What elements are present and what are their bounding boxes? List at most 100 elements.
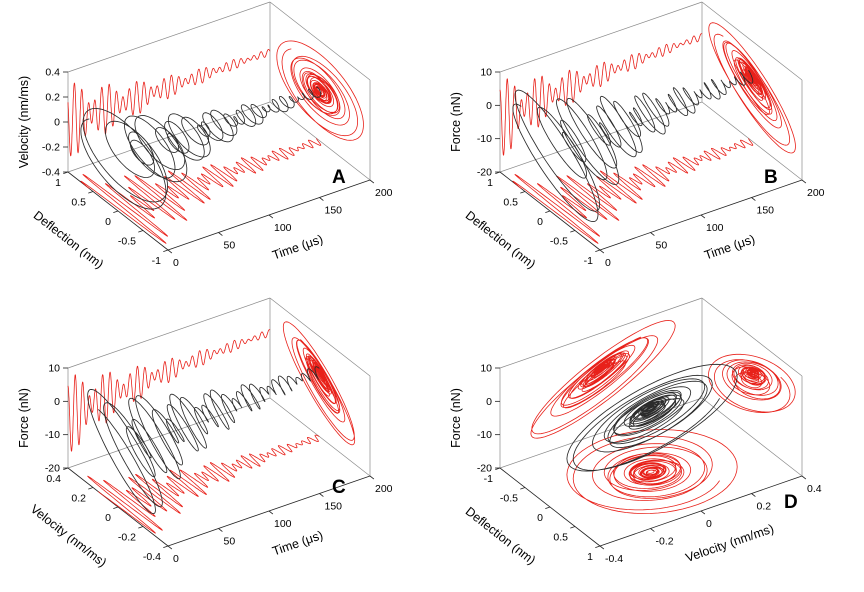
vertical-tick-label: 0	[486, 100, 492, 112]
plot-3d-force-deflection-velocity: 10 0 -10 -20-1 -0.5 0 0.5 1 -0.4 -0.2 0 0.2 0.4 Defle…	[449, 297, 822, 567]
right-axis-title: Time (μs)	[271, 232, 325, 262]
vertical-axis-title: Force (nN)	[17, 388, 31, 448]
vertical-tick-label: 10	[480, 67, 492, 79]
tick-marks-and-labels: 10 0 -10 -20-1 -0.5 0 0.5 1 -0.4 -0.2 0 0.2 0.4	[477, 363, 822, 566]
left-tick-label: 0.5	[71, 197, 86, 209]
panel-b: 10 0 -10 -20 1 0.5 0 -0.5 -1 0 50 100 150 200 Deflecti…	[432, 0, 864, 296]
vertical-tick-label: 10	[480, 363, 492, 375]
plot-3d-force-velocity-time: 100-10-200.40.20-0.2-0.4 050100150200Velo…	[17, 297, 393, 570]
tick-marks-and-labels: 0.4 0.2 0 -0.2 -0.41 0.5 0 -0.5 -1 0 50 100 150 200	[42, 67, 393, 270]
left-tick-label: 0	[537, 216, 543, 228]
trajectory-curve	[512, 69, 754, 223]
right-tick-label: 200	[375, 483, 393, 495]
right-tick-label: 0.2	[757, 501, 772, 513]
vertical-axis-title: Velocity (nm/ms)	[17, 76, 31, 168]
axis-titles: Velocity (nm/ms) Time (μs) Force (nN)	[17, 388, 325, 570]
right-tick-label: 200	[807, 187, 825, 199]
projection-curves	[67, 40, 364, 244]
right-axis-title: Time (μs)	[271, 528, 325, 558]
vertical-tick-label: -10	[477, 133, 492, 145]
projection-end-wall	[708, 22, 796, 154]
vertical-tick-label: -0.2	[42, 142, 60, 154]
vertical-tick-label: -10	[45, 429, 60, 441]
right-tick-label: 100	[274, 222, 292, 234]
left-axis-title: Deflection (nm)	[463, 208, 538, 271]
projection-floor	[80, 138, 322, 244]
projection-floor	[512, 138, 754, 244]
projection-curves	[499, 22, 796, 244]
right-axis-title: Velocity (nm/ms)	[684, 521, 776, 564]
vertical-tick-label: 0.2	[45, 92, 60, 104]
projection-floor	[566, 429, 738, 514]
vertical-tick-label: -20	[45, 463, 60, 475]
left-tick-label: 0.5	[503, 197, 518, 209]
right-tick-label: 0	[706, 518, 712, 530]
vertical-tick-label: -20	[477, 167, 492, 179]
vertical-tick-label: 0	[54, 117, 60, 129]
left-axis-title: Deflection (nm)	[31, 208, 106, 271]
panel-letter-a: A	[332, 167, 346, 188]
right-axis-title: Time (μs)	[703, 232, 757, 262]
left-tick-label: -1	[584, 255, 593, 267]
right-tick-label: 100	[706, 222, 724, 234]
right-tick-label: 0.4	[807, 483, 822, 495]
panel-letter-c: C	[332, 477, 346, 498]
projection-end-wall	[708, 353, 796, 413]
panel-letter-b: B	[764, 167, 778, 188]
left-tick-label: 1	[587, 551, 593, 563]
trajectory-curve	[87, 366, 320, 515]
vertical-tick-label: -10	[477, 429, 492, 441]
left-tick-label: -0.4	[143, 551, 161, 563]
projection-curves	[67, 321, 356, 534]
right-tick-label: 50	[224, 536, 236, 548]
projection-end-wall	[282, 321, 356, 446]
panel-a: 0.4 0.2 0 -0.2 -0.4 1 0.5 0 -0.5 -1 0 50 100 150 200 De…	[0, 0, 432, 296]
panel-d: 10 0 -10 -20 -1 -0.5 0 0.5 1 -0.4 -0.2 0 0.2 0.4 Defle…	[432, 296, 864, 592]
vertical-axis-title: Force (nN)	[449, 92, 463, 152]
left-tick-label: 0	[537, 512, 543, 524]
trajectory-curve	[80, 86, 322, 210]
right-tick-label: 100	[274, 518, 292, 530]
vertical-axis-title: Force (nN)	[449, 388, 463, 448]
left-tick-label: 1	[55, 177, 61, 189]
left-tick-label: 0.2	[71, 493, 86, 505]
right-tick-label: 200	[375, 187, 393, 199]
right-tick-label: 50	[656, 240, 668, 252]
projection-end-wall	[276, 40, 364, 141]
right-tick-label: -0.4	[605, 553, 623, 565]
right-tick-label: 0	[173, 257, 179, 269]
plot-3d-velocity-deflection-time: 0.4 0.2 0 -0.2 -0.41 0.5 0 -0.5 -1 0 50 100 150 200 De…	[17, 1, 393, 271]
left-tick-label: 0.4	[46, 473, 61, 485]
right-tick-label: 0	[173, 553, 179, 565]
projection-far-wall	[67, 329, 271, 452]
left-tick-label: 0.5	[553, 532, 568, 544]
left-tick-label: 0	[105, 512, 111, 524]
right-tick-label: 150	[757, 205, 775, 217]
vertical-tick-label: 0	[486, 396, 492, 408]
projection-far-wall	[530, 320, 676, 439]
right-tick-label: 150	[325, 501, 343, 513]
projection-far-wall	[67, 49, 271, 157]
left-tick-label: -0.2	[118, 532, 136, 544]
right-tick-label: 0	[605, 257, 611, 269]
projection-curves	[530, 320, 796, 514]
axis-titles: Deflection (nm) Time (μs) Force (nN)	[449, 92, 757, 271]
vertical-tick-label: -0.4	[42, 167, 60, 179]
vertical-tick-label: -20	[477, 463, 492, 475]
right-tick-label: 150	[325, 205, 343, 217]
left-tick-label: -0.5	[500, 493, 518, 505]
panel-letter-d: D	[784, 492, 798, 513]
projection-far-wall	[499, 33, 703, 156]
right-tick-label: 50	[224, 240, 236, 252]
left-tick-label: -0.5	[118, 236, 136, 248]
left-tick-label: -1	[484, 473, 493, 485]
vertical-tick-label: 0	[54, 396, 60, 408]
vertical-tick-label: 10	[48, 363, 60, 375]
projection-floor	[87, 434, 320, 534]
vertical-tick-label: 0.4	[45, 67, 60, 79]
